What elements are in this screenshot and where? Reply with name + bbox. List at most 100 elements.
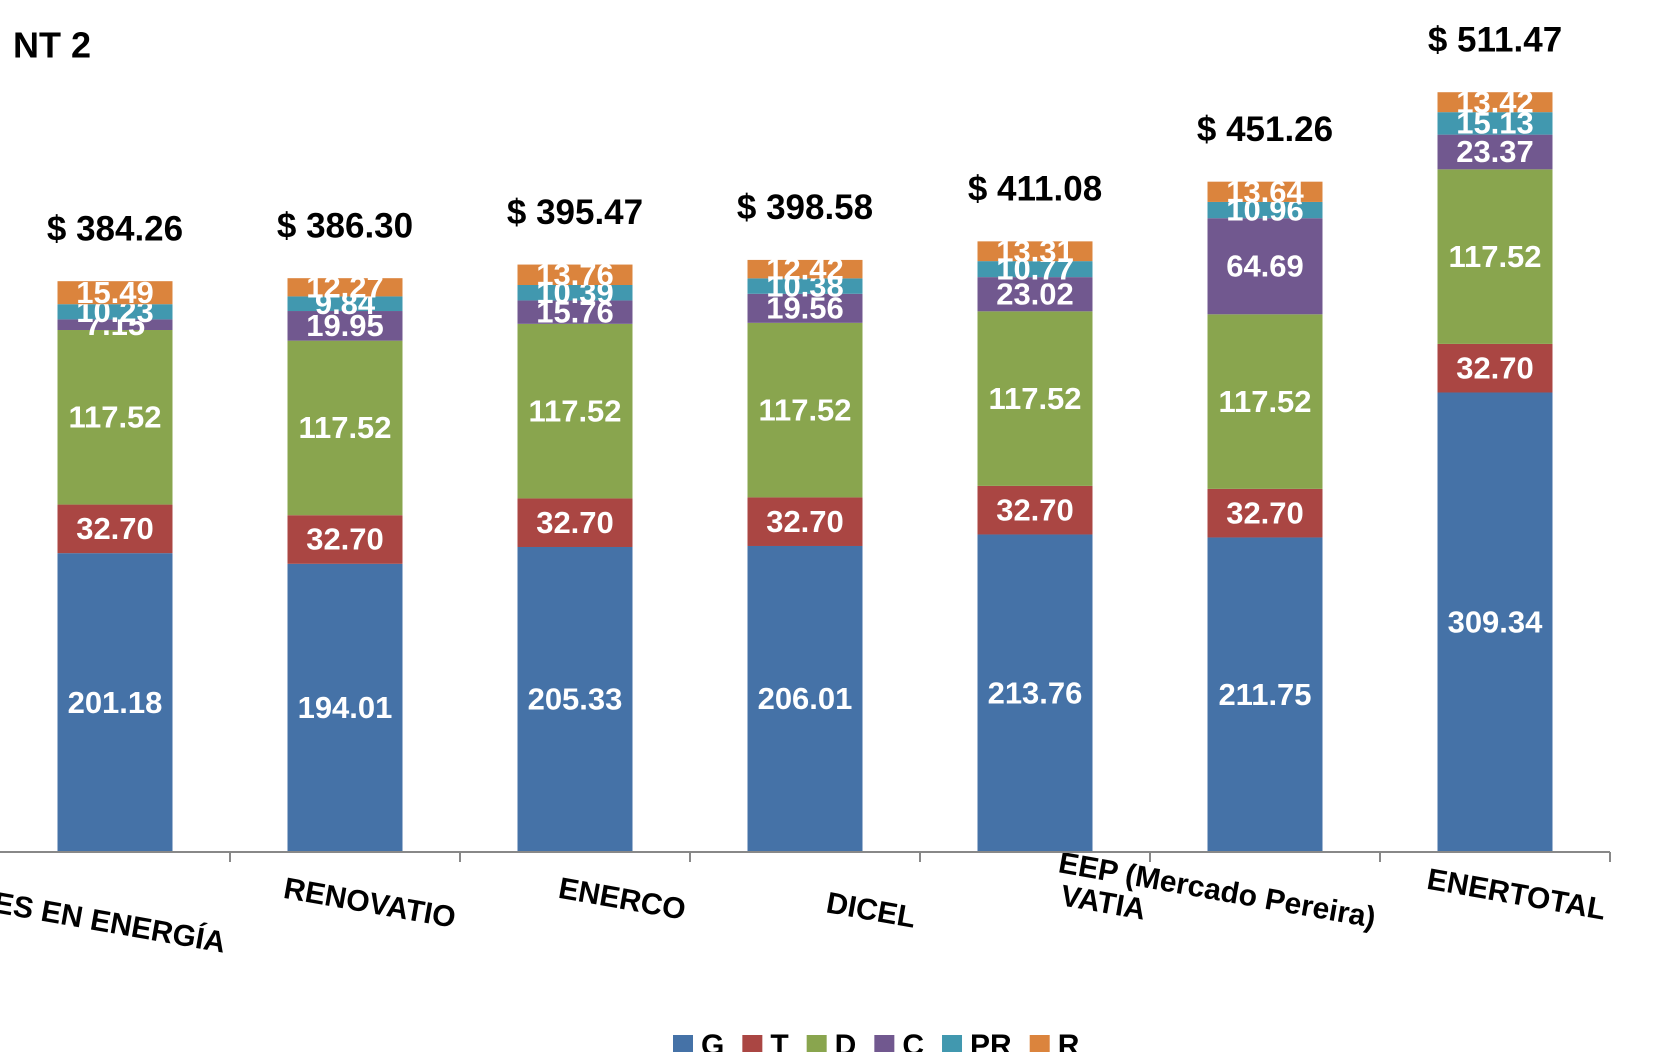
data-label: 117.52 <box>528 393 621 428</box>
data-label: 13.76 <box>536 257 614 292</box>
bar-segment <box>1437 134 1553 170</box>
data-label: 32.70 <box>76 511 154 546</box>
x-tick-label: PROFESIONALES EN ENERGÍA <box>0 848 228 960</box>
legend-swatch <box>673 1035 693 1052</box>
legend-label: D <box>835 1029 857 1052</box>
bar-segment <box>977 485 1093 535</box>
total-label: $ 451.26 <box>1197 110 1333 149</box>
legend-label: T <box>770 1029 788 1052</box>
x-tick-label: DICEL <box>824 887 918 935</box>
bar-segment <box>287 278 403 297</box>
chart-title: NT 2 <box>13 25 91 66</box>
bar-segment <box>287 515 403 564</box>
data-label: 201.18 <box>68 685 163 720</box>
x-tick-label: ENERTOTAL <box>1425 863 1609 927</box>
bar-segment <box>747 322 863 498</box>
data-label: 12.42 <box>766 251 844 286</box>
bar-segment <box>287 340 403 516</box>
data-label: 309.34 <box>1448 604 1544 639</box>
bar-segment <box>747 497 863 546</box>
data-label: 32.70 <box>1226 495 1304 530</box>
legend-label: G <box>701 1029 724 1052</box>
bar-segment <box>517 264 633 286</box>
data-label: 19.95 <box>306 308 384 343</box>
bar-segment <box>977 311 1093 486</box>
data-label: 117.52 <box>988 381 1081 416</box>
legend-swatch <box>742 1035 763 1052</box>
bar-segment <box>977 277 1093 312</box>
bar-segment <box>1207 181 1323 202</box>
data-label: 206.01 <box>758 681 853 716</box>
bar-segment <box>57 281 173 305</box>
bar-segment <box>1207 201 1323 219</box>
bar-segment <box>1437 392 1553 852</box>
bar-segment <box>1437 169 1553 344</box>
bar-segment <box>517 546 633 852</box>
bar-segment <box>57 330 173 505</box>
bar-segment <box>1207 218 1323 315</box>
bar-segment <box>1207 537 1323 852</box>
total-label: $ 395.47 <box>507 193 643 232</box>
data-label: 13.64 <box>1226 174 1304 209</box>
bar-segment <box>287 563 403 852</box>
data-label: 23.02 <box>996 276 1074 311</box>
bar-segment <box>57 319 173 331</box>
bar-segment <box>747 259 863 279</box>
data-label: 117.52 <box>298 410 391 445</box>
bar-segment <box>287 296 403 312</box>
legend-label: R <box>1058 1029 1080 1052</box>
bar-segment <box>1207 314 1323 489</box>
legend-swatch <box>942 1035 963 1052</box>
legend-label: PR <box>970 1029 1012 1052</box>
data-label: 12.27 <box>306 269 384 304</box>
bar-segment <box>977 261 1093 278</box>
data-label: 32.70 <box>306 522 384 557</box>
x-tick-label: RENOVATIO <box>281 872 458 935</box>
data-label: 32.70 <box>1456 350 1534 385</box>
data-label: 32.70 <box>996 492 1074 527</box>
total-label: $ 411.08 <box>968 170 1102 209</box>
bar-segment <box>287 311 403 341</box>
bar-segment <box>57 504 173 554</box>
legend-swatch <box>1029 1035 1050 1052</box>
x-tick-label: ENERCO <box>556 872 688 927</box>
bar-segment <box>57 553 173 852</box>
data-label: 64.69 <box>1226 248 1304 283</box>
legend-swatch <box>806 1035 827 1052</box>
bar-segment <box>977 534 1093 852</box>
bar-segment <box>747 293 863 323</box>
bar-segment <box>977 241 1093 262</box>
legend-swatch <box>874 1035 895 1052</box>
data-label: 15.49 <box>76 275 154 310</box>
legend-label: C <box>902 1029 924 1052</box>
total-label: $ 511.47 <box>1428 20 1562 59</box>
data-label: 194.01 <box>298 690 393 725</box>
data-label: 205.33 <box>528 682 623 717</box>
bar-segment <box>1207 488 1323 538</box>
data-label: 19.56 <box>766 290 844 325</box>
data-label: 32.70 <box>766 504 844 539</box>
bar-segment <box>747 278 863 294</box>
bar-segment <box>1437 343 1553 393</box>
bar-segment <box>1437 92 1553 113</box>
data-label: 23.37 <box>1456 134 1534 169</box>
data-label: 211.75 <box>1218 677 1311 712</box>
data-label: 117.52 <box>1448 239 1541 274</box>
bar-segment <box>517 285 633 301</box>
data-label: 213.76 <box>988 675 1083 710</box>
data-label: 117.52 <box>758 392 851 427</box>
bar-segment <box>517 323 633 499</box>
bar-segment <box>517 498 633 547</box>
bar-segment <box>1437 112 1553 135</box>
data-label: 13.31 <box>996 233 1074 268</box>
total-label: $ 386.30 <box>277 206 413 245</box>
data-label: 117.52 <box>1218 384 1311 419</box>
total-label: $ 384.26 <box>47 209 183 248</box>
bar-segment <box>747 545 863 852</box>
legend: G T D C PR R <box>673 1029 1080 1052</box>
data-label: 117.52 <box>68 399 161 434</box>
data-label: 32.70 <box>536 505 614 540</box>
data-label: 13.42 <box>1456 84 1534 119</box>
bar-segment <box>57 304 173 320</box>
bar-segment <box>517 300 633 324</box>
